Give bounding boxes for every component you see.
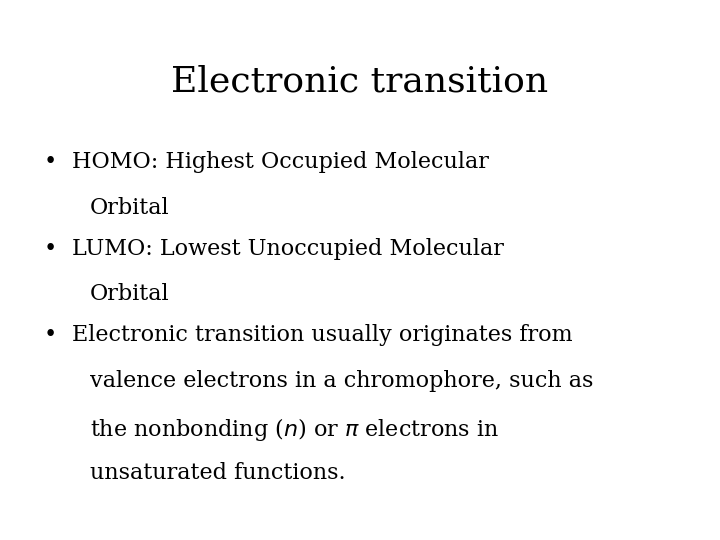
Text: •: • bbox=[44, 324, 57, 346]
Text: LUMO: Lowest Unoccupied Molecular: LUMO: Lowest Unoccupied Molecular bbox=[72, 238, 504, 260]
Text: •: • bbox=[44, 238, 57, 260]
Text: HOMO: Highest Occupied Molecular: HOMO: Highest Occupied Molecular bbox=[72, 151, 489, 173]
Text: valence electrons in a chromophore, such as: valence electrons in a chromophore, such… bbox=[90, 370, 593, 392]
Text: the nonbonding ($n$) or $\pi$ electrons in: the nonbonding ($n$) or $\pi$ electrons … bbox=[90, 416, 499, 443]
Text: •: • bbox=[44, 151, 57, 173]
Text: unsaturated functions.: unsaturated functions. bbox=[90, 462, 346, 484]
Text: Electronic transition usually originates from: Electronic transition usually originates… bbox=[72, 324, 572, 346]
Text: Orbital: Orbital bbox=[90, 197, 170, 219]
Text: Electronic transition: Electronic transition bbox=[171, 65, 549, 99]
Text: Orbital: Orbital bbox=[90, 284, 170, 306]
